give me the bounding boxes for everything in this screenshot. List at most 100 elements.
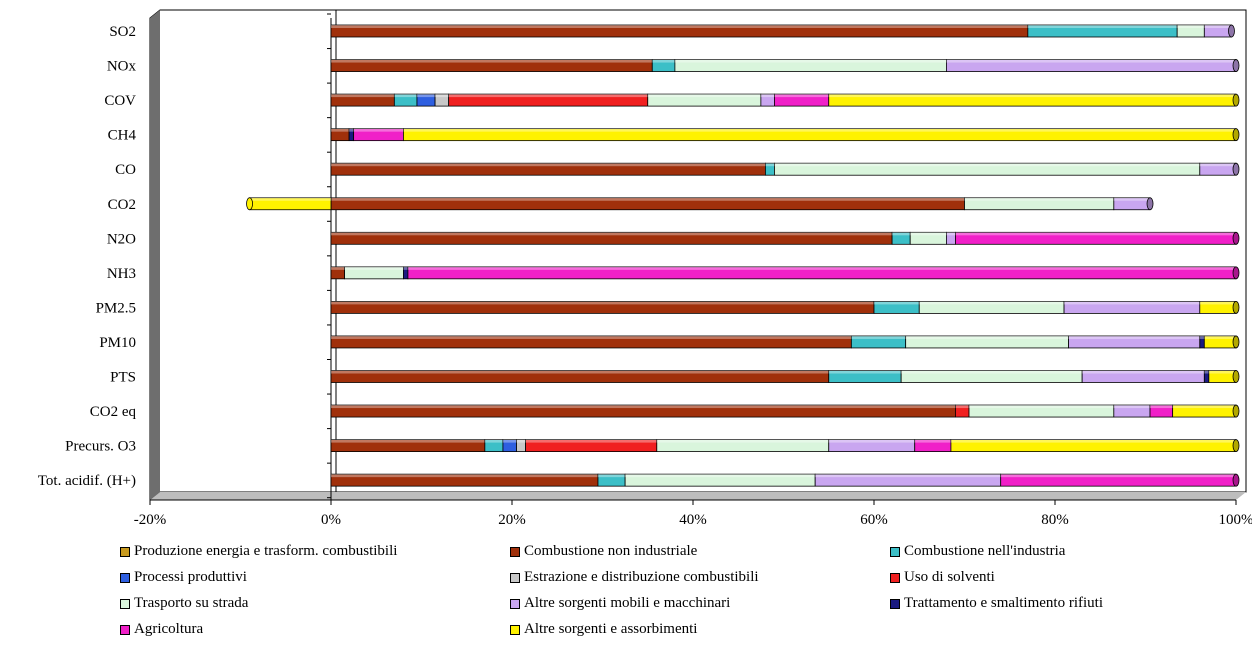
bar-segment-pm2-5 [330, 300, 875, 314]
bar-segment-cov [434, 93, 450, 107]
bar-segment-tot-acidif-h- [330, 473, 599, 487]
bar-segment-precurs-o3 [828, 439, 916, 453]
bar-segment-cov [448, 93, 649, 107]
legend-label: Altre sorgenti e assorbimenti [524, 621, 698, 637]
bar-segment-n2o [955, 231, 1237, 245]
bar-segment-pm10 [850, 335, 907, 349]
bar-segment-nh3 [330, 266, 345, 280]
x-tick-label: 40% [679, 512, 707, 528]
bar-segment-co2-eq [1172, 404, 1237, 418]
category-label: Precurs. O3 [65, 439, 136, 455]
plot-area [149, 9, 1247, 502]
legend-swatch [890, 546, 900, 557]
bar-end-cap [1146, 197, 1154, 211]
x-tick-label: -20% [134, 512, 167, 528]
category-label: NH3 [107, 266, 136, 282]
bar-segment-nh3 [344, 266, 404, 280]
bar-segment-ch4 [330, 128, 350, 142]
legend-item: Produzione energia e trasform. combustib… [120, 543, 397, 560]
category-label: CO2 [108, 197, 136, 213]
legend-label: Produzione energia e trasform. combustib… [134, 543, 398, 559]
x-tick-label: 0% [321, 512, 341, 528]
bar-segment-ch4 [402, 128, 1237, 142]
bar-segment-so2 [1176, 24, 1205, 38]
bar-segment-n2o [330, 231, 893, 245]
bar-end-cap [1232, 370, 1240, 383]
bar-end-cap [1232, 231, 1240, 245]
legend-label: Uso di solventi [904, 569, 995, 585]
category-label: NOx [107, 59, 137, 75]
legend-swatch [510, 624, 520, 635]
bar-end-cap [1232, 439, 1240, 453]
bar-segment-pm2-5 [918, 300, 1065, 314]
bar-segment-ch4 [348, 128, 355, 142]
bar-segment-co2 [330, 197, 965, 211]
plot-floor [150, 492, 1246, 500]
bar-segment-precurs-o3 [525, 439, 658, 453]
category-label: PM10 [99, 335, 136, 351]
bar-segment-pts [1208, 370, 1237, 383]
bar-segment-pts [1081, 370, 1205, 383]
bar-segment-pts [330, 370, 830, 383]
bar-segment-co2-eq [1113, 404, 1151, 418]
legend-swatch [890, 572, 900, 583]
bar-segment-pts [828, 370, 902, 383]
bar-segment-pm2-5 [873, 300, 920, 314]
bar-segment-nox [674, 59, 947, 72]
bar-segment-nh3 [407, 266, 1237, 280]
bar-end-cap [1232, 266, 1240, 280]
x-tick-label: 100% [1219, 512, 1252, 528]
bar-segment-nox [946, 59, 1237, 72]
bar-segment-ch4 [353, 128, 404, 142]
legend-label: Altre sorgenti mobili e macchinari [524, 595, 731, 611]
legend-swatch [890, 598, 900, 609]
bar-segment-co [330, 162, 766, 176]
legend-swatch [510, 598, 520, 609]
category-label: N2O [107, 231, 136, 247]
category-label: PTS [110, 370, 136, 386]
bar-segment-co [774, 162, 1201, 176]
bar-segment-cov [393, 93, 418, 107]
bar-segment-n2o [891, 231, 911, 245]
category-labels: SO2 NOx COV CH4 CO CO2 N2O NH3 PM2.5 PM10 PTS CO2 e… [38, 24, 137, 489]
x-tick-label: 20% [498, 512, 526, 528]
bar-segment-cov [330, 93, 395, 107]
bar-segment-tot-acidif-h- [624, 473, 816, 487]
bar-segment-so2 [1027, 24, 1178, 38]
bar-segment-precurs-o3 [656, 439, 830, 453]
legend-label: Agricoltura [134, 621, 204, 637]
bar-segment-precurs-o3 [516, 439, 526, 453]
bar-segment-co [1199, 162, 1237, 176]
bar-segment-precurs-o3 [484, 439, 504, 453]
bar-end-cap [1232, 128, 1240, 142]
legend-swatch [120, 598, 130, 609]
bar-segment-cov [828, 93, 1237, 107]
bar-segment-co2-eq [955, 404, 970, 418]
bar-end-cap [1232, 473, 1240, 487]
bar-segment-cov [774, 93, 830, 107]
x-tick-label: 60% [860, 512, 888, 528]
bar-segment-co2 [964, 197, 1115, 211]
x-tick-labels: -20% 0% 20% 40% 60% 80% 100% [134, 500, 1252, 528]
legend-swatch [510, 546, 520, 557]
bar-segment-co2-eq [1149, 404, 1174, 418]
bar-segment-n2o [946, 231, 956, 245]
category-label: CO2 eq [90, 404, 137, 420]
bar-segment-precurs-o3 [914, 439, 952, 453]
bar-segment-nox [651, 59, 676, 72]
bar-end-cap [1232, 404, 1240, 418]
bar-segment-precurs-o3 [502, 439, 517, 453]
legend-label: Trattamento e smaltimento rifiuti [904, 595, 1103, 611]
legend-label: Processi produttivi [134, 569, 247, 585]
bar-segment-tot-acidif-h- [1000, 473, 1237, 487]
bar-segment-pts [1203, 370, 1210, 383]
bar-segment-cov [760, 93, 775, 107]
bar-end-cap [1232, 335, 1240, 349]
bar-segment-n2o [909, 231, 947, 245]
bar-segment-pm10 [1199, 335, 1205, 349]
legend-item: Agricoltura [120, 621, 203, 638]
legend-swatch [120, 572, 130, 583]
bar-segment-co2-eq [968, 404, 1115, 418]
bar-segment-cov [647, 93, 762, 107]
